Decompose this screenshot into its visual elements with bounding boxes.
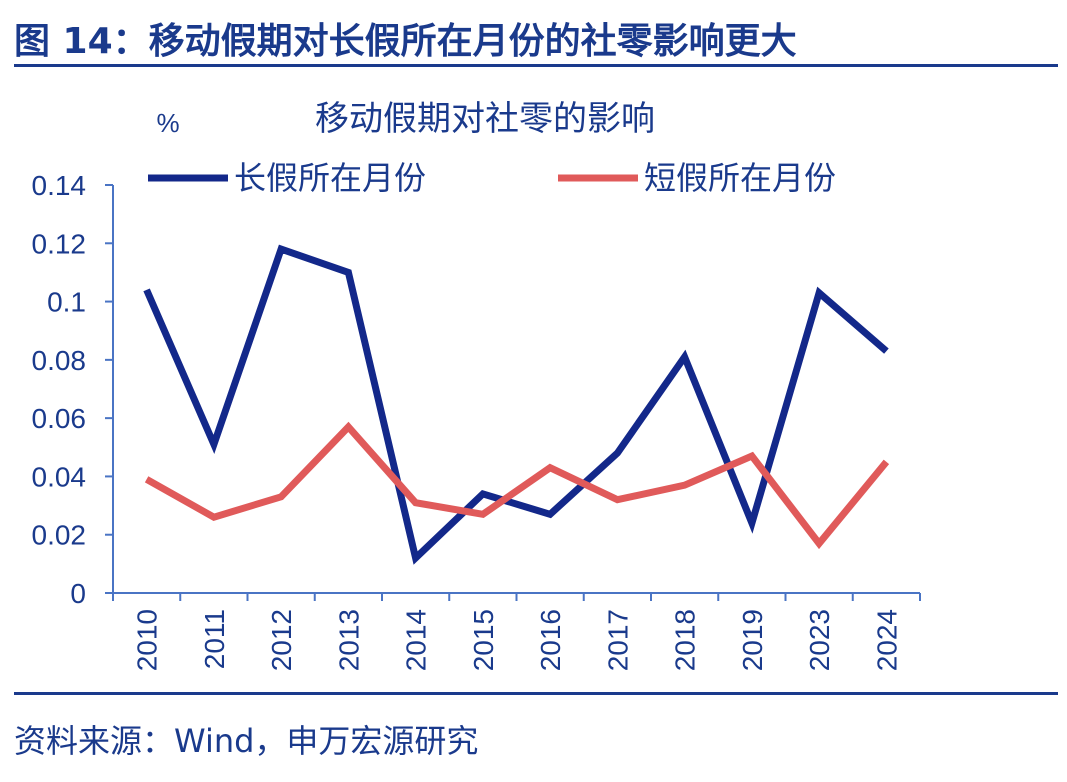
- footer-divider: [14, 692, 1058, 695]
- series-lines: [143, 244, 890, 565]
- x-tick-label: 2023: [804, 609, 835, 671]
- y-tick-label: 0.06: [32, 403, 87, 434]
- x-tick-label: 2013: [333, 609, 364, 671]
- source-note: 资料来源：Wind，申万宏源研究: [14, 722, 479, 760]
- legend: 长假所在月份 短假所在月份: [148, 159, 836, 197]
- figure-title: 图 14：移动假期对长假所在月份的社零影响更大: [14, 21, 797, 62]
- series-line-0: [143, 244, 889, 565]
- x-tick-label: 2016: [535, 609, 566, 671]
- y-tick-labels: 0 0.02 0.04 0.06 0.08 0.1 0.12 0.14: [32, 170, 87, 609]
- y-tick-label: 0.08: [32, 345, 87, 376]
- x-tick-label: 2024: [871, 609, 902, 671]
- x-tick-label: 2014: [401, 609, 432, 671]
- x-tick-label: 2012: [266, 609, 297, 671]
- y-tick-label: 0.12: [32, 228, 87, 259]
- y-tick-label: 0.02: [32, 520, 87, 551]
- x-tick-label: 2018: [670, 609, 701, 671]
- x-tick-label: 2015: [468, 609, 499, 671]
- legend-label-0: 长假所在月份: [234, 159, 426, 197]
- y-tick-label: 0.1: [47, 287, 86, 318]
- x-tick-label: 2011: [199, 609, 230, 669]
- x-tick-label: 2010: [132, 609, 163, 671]
- y-axis-unit: %: [156, 108, 179, 138]
- y-tick-label: 0.04: [32, 461, 87, 492]
- x-tick-label: 2019: [737, 609, 768, 671]
- chart-title: 移动假期对社零的影响: [315, 99, 655, 139]
- y-tick-label: 0: [70, 578, 86, 609]
- y-tick-label: 0.14: [32, 170, 87, 201]
- x-tick-label: 2017: [602, 609, 633, 671]
- axes: [105, 184, 921, 601]
- x-tick-labels: 2010 2011 2012 2013 2014 2015 2016 2017 2018 2019…: [132, 609, 903, 671]
- legend-label-1: 短假所在月份: [644, 159, 836, 197]
- series-line-1: [144, 421, 890, 550]
- title-divider: [14, 64, 1058, 67]
